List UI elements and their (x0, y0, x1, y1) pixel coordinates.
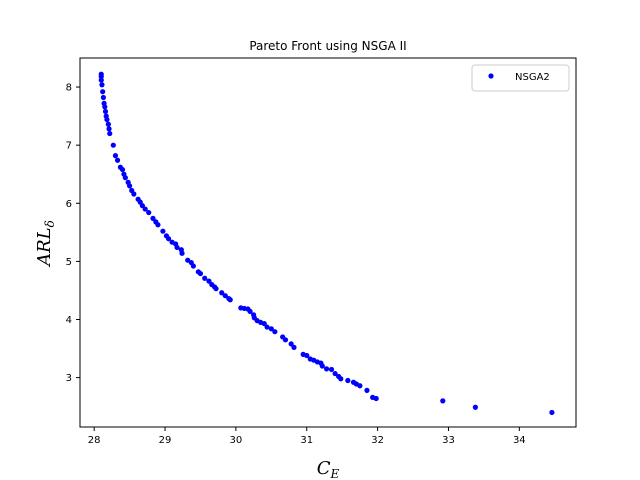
data-point (100, 89, 106, 95)
data-point (165, 236, 172, 242)
data-point (472, 404, 478, 410)
x-axis-ticks: 28 29 30 31 32 33 34 (88, 427, 526, 446)
data-point (114, 157, 121, 163)
y-tick-label: 7 (66, 141, 72, 152)
data-point (440, 398, 446, 404)
data-point (160, 228, 166, 234)
data-point (264, 324, 270, 330)
y-tick-label: 5 (66, 257, 72, 268)
data-point (104, 116, 110, 123)
data-point (106, 126, 112, 132)
y-axis-label: ARLδ (34, 220, 57, 268)
data-point (110, 142, 116, 148)
x-tick-label: 28 (88, 435, 101, 446)
data-point (304, 352, 310, 359)
y-tick-label: 6 (66, 199, 72, 210)
data-point (190, 263, 196, 269)
data-point (102, 108, 109, 115)
x-tick-label: 30 (230, 435, 243, 446)
data-point (319, 363, 325, 369)
data-point (219, 290, 225, 296)
x-axis-label: CE (317, 458, 340, 480)
data-point (357, 383, 363, 389)
legend-marker (488, 73, 494, 79)
data-point (139, 203, 145, 209)
data-point (272, 329, 278, 335)
data-point (373, 395, 379, 402)
legend-label: NSGA2 (515, 72, 550, 83)
x-tick-label: 33 (442, 435, 455, 446)
data-point (146, 209, 152, 216)
plot-points (98, 71, 555, 416)
data-point (549, 409, 555, 416)
x-tick-label: 34 (513, 435, 526, 446)
data-point (122, 175, 128, 181)
x-tick-label: 31 (300, 435, 313, 446)
data-point (112, 153, 119, 159)
data-point (127, 183, 133, 189)
legend-box (471, 64, 570, 92)
x-tick-label: 29 (159, 435, 172, 446)
y-axis-label-main: ARL (34, 227, 55, 268)
data-point (206, 278, 212, 284)
data-point (268, 326, 274, 332)
x-tick-label: 32 (371, 435, 384, 446)
data-point (119, 166, 126, 173)
data-point (107, 130, 113, 137)
data-point (179, 250, 185, 256)
data-point (102, 104, 108, 110)
x-axis-label-subscript: E (330, 467, 340, 480)
data-point (98, 77, 104, 83)
data-point (155, 222, 161, 228)
data-point (328, 366, 335, 373)
data-point (338, 376, 344, 382)
y-tick-label: 4 (66, 315, 72, 326)
data-point (131, 191, 137, 197)
legend: NSGA2 (471, 64, 570, 92)
chart-title: Pareto Front using NSGA II (249, 39, 406, 53)
data-point (150, 215, 156, 221)
data-point (197, 270, 204, 277)
plot-frame (79, 57, 577, 428)
data-point (247, 308, 253, 314)
x-axis-label-main: C (317, 458, 331, 479)
data-point (288, 341, 294, 347)
data-point (222, 293, 228, 299)
y-tick-label: 3 (66, 373, 72, 384)
y-tick-label: 8 (66, 83, 72, 94)
data-point (142, 206, 148, 212)
data-point (345, 377, 351, 384)
data-point (364, 387, 370, 393)
data-point (332, 370, 338, 377)
data-point (99, 82, 105, 88)
data-point (291, 344, 297, 350)
data-point (174, 244, 180, 251)
data-point (202, 275, 208, 281)
data-point (261, 320, 267, 327)
data-point (227, 297, 233, 303)
data-point (323, 366, 330, 372)
y-axis-label-subscript: δ (43, 220, 57, 227)
data-point (213, 286, 219, 292)
data-point (100, 94, 106, 101)
data-point (282, 337, 289, 343)
data-point (105, 121, 111, 127)
y-axis-ticks: 3 4 5 6 7 8 (66, 83, 80, 384)
